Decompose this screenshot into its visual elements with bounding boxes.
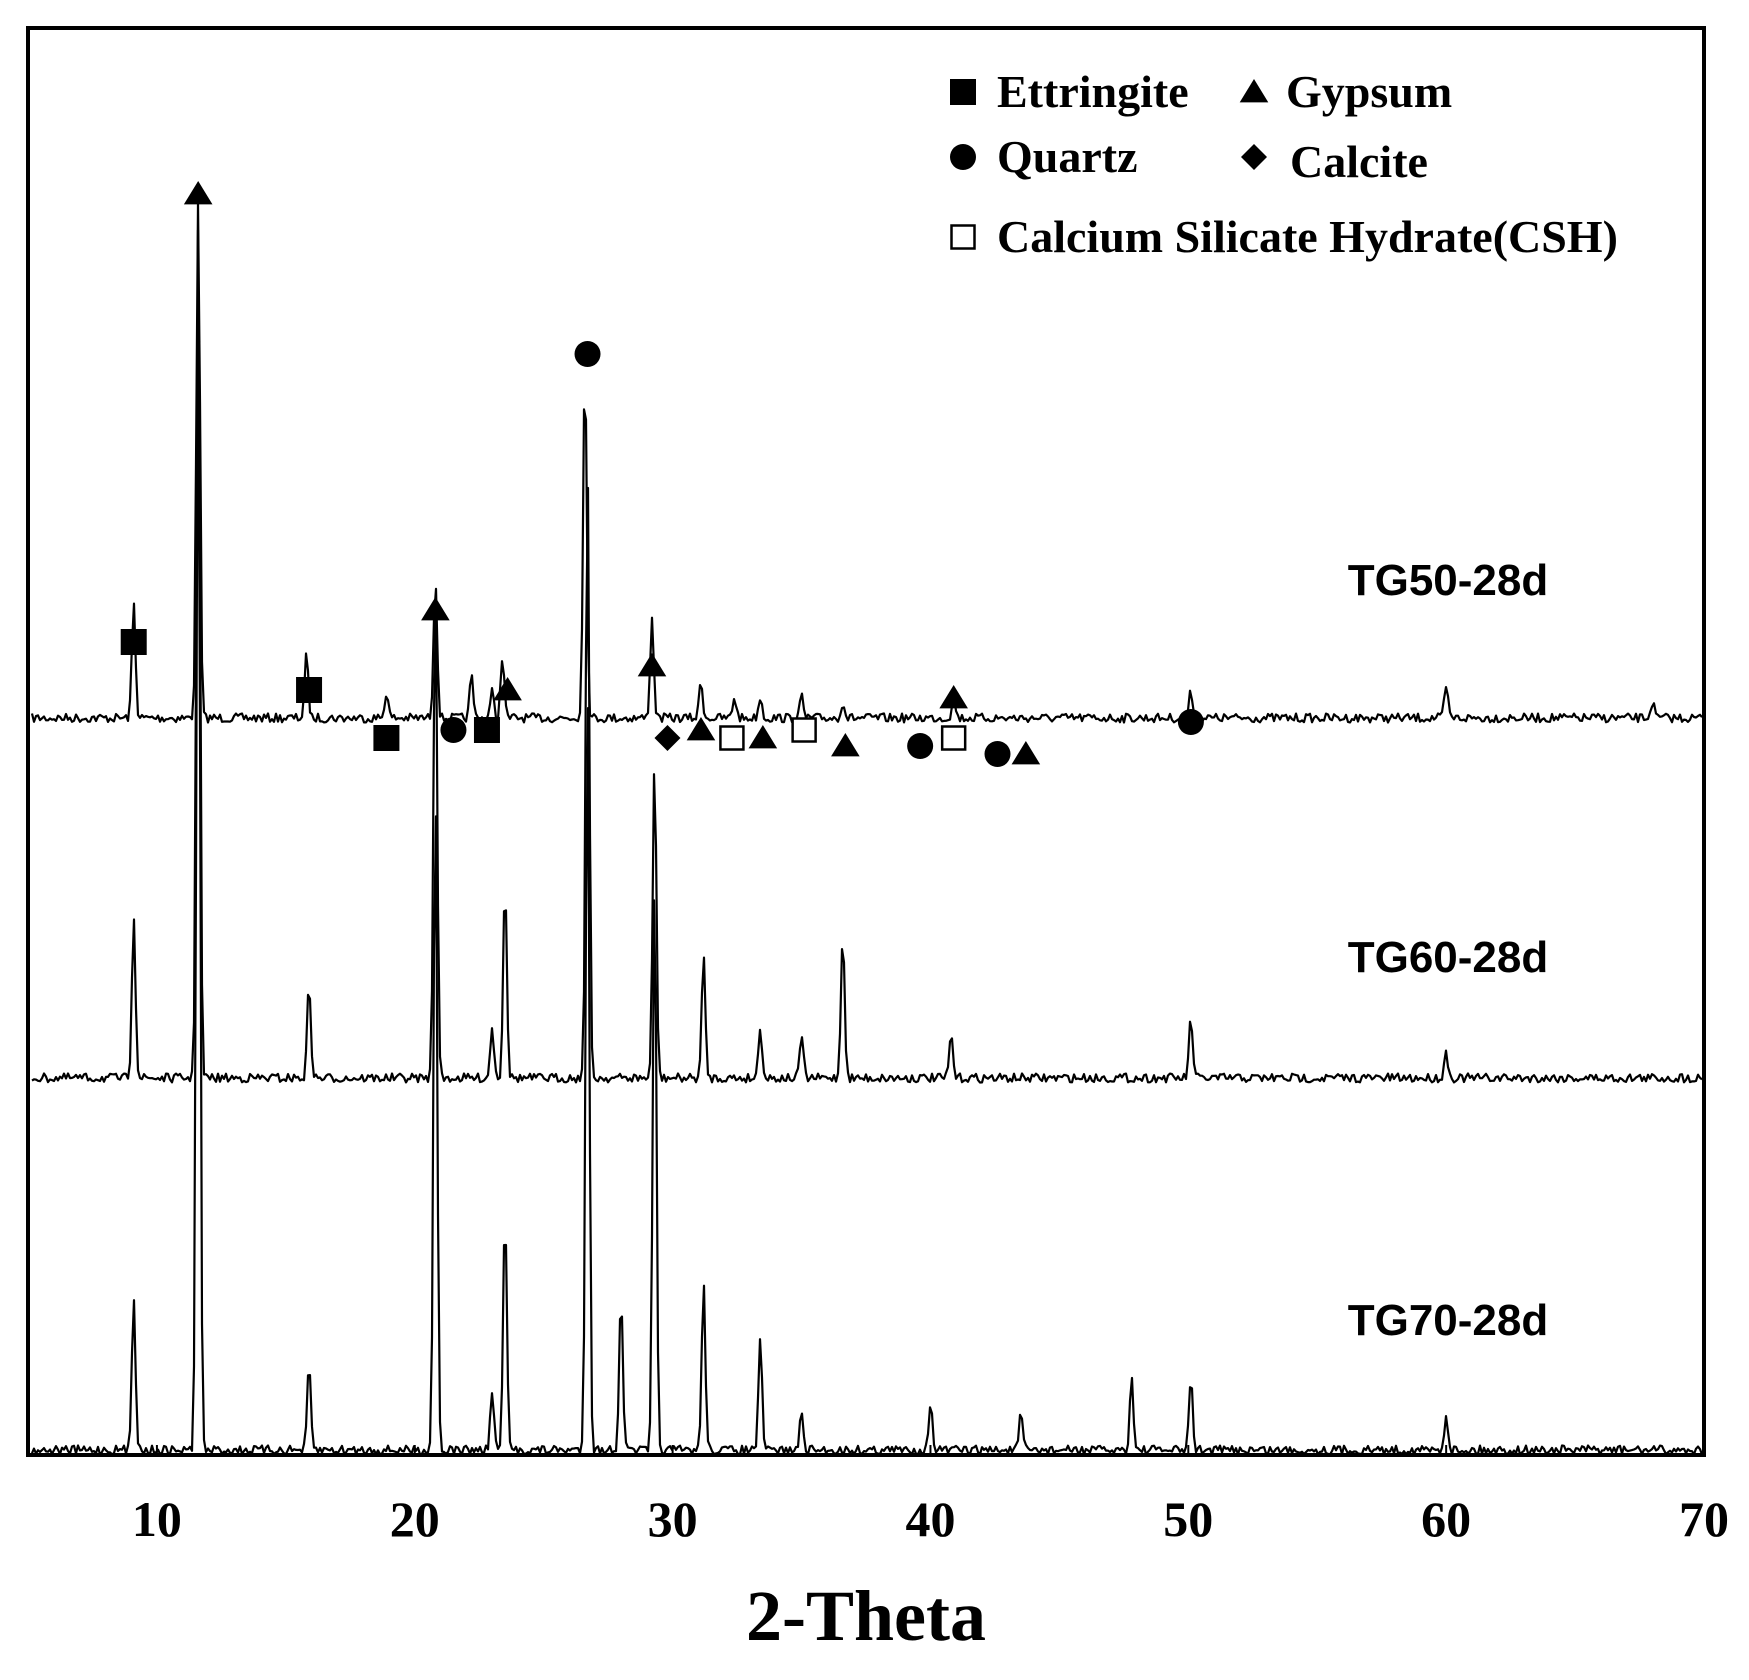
series-trace-TG60-28d: [31, 229, 1703, 1084]
plot-area-frame: [26, 26, 1706, 1457]
series-label-TG70-28d: TG70-28d: [1348, 1296, 1549, 1345]
series-label-TG60-28d: TG60-28d: [1348, 933, 1549, 982]
phase-marker-filled-circle-6: [440, 717, 467, 743]
phase-marker-filled-triangle-0: [183, 181, 213, 205]
phase-marker-open-square-17: [940, 725, 967, 751]
phase-markers-group: [120, 181, 1204, 767]
phase-marker-filled-square-7: [473, 717, 500, 743]
legend-marker-filled-diamond: [1241, 144, 1267, 170]
x-tick-label-50: 50: [1163, 1491, 1213, 1547]
traces-group: [30, 202, 1704, 1456]
legend-label-3: Calcite: [1290, 136, 1428, 187]
legend: Ettringite Gypsum Quartz Calcite Calcium Sil…: [950, 66, 1618, 262]
x-tick-label-30: 30: [648, 1491, 698, 1547]
phase-marker-filled-circle-19: [984, 741, 1011, 767]
legend-label-2: Quartz: [997, 131, 1138, 182]
phase-marker-filled-triangle-11: [686, 717, 716, 741]
phase-marker-filled-circle-16: [907, 733, 934, 759]
phase-marker-filled-triangle-20: [1011, 741, 1041, 765]
x-tick-label-60: 60: [1421, 1491, 1471, 1547]
phase-marker-filled-square-3: [296, 677, 323, 703]
series-trace-TG70-28d: [30, 251, 1704, 1456]
legend-label-4: Calcium Silicate Hydrate(CSH): [997, 211, 1618, 262]
phase-marker-filled-square-2: [120, 629, 147, 655]
phase-marker-open-square-12: [719, 725, 745, 751]
series-label-TG50-28d: TG50-28d: [1348, 556, 1549, 605]
phase-marker-filled-triangle-5: [421, 597, 450, 621]
phase-marker-filled-triangle-15: [831, 733, 860, 757]
phase-marker-filled-triangle-8: [493, 677, 522, 701]
x-ticks-group: 10 20 30 40 50 60 70: [132, 1445, 1729, 1547]
legend-label-1: Gypsum: [1286, 66, 1452, 117]
x-axis-title: 2-Theta: [746, 1576, 986, 1656]
phase-marker-filled-diamond-10: [654, 725, 681, 751]
x-tick-label-10: 10: [132, 1491, 182, 1547]
x-tick-label-20: 20: [390, 1491, 440, 1547]
series-labels-group: TG50-28d TG60-28d TG70-28d: [1348, 556, 1549, 1345]
x-tick-label-70: 70: [1679, 1491, 1729, 1547]
phase-marker-filled-triangle-13: [748, 725, 778, 749]
legend-marker-filled-circle: [950, 144, 976, 170]
phase-marker-filled-circle-21: [1177, 709, 1204, 735]
legend-marker-filled-square: [950, 79, 976, 105]
x-tick-label-40: 40: [905, 1491, 955, 1547]
phase-marker-filled-circle-1: [574, 341, 601, 367]
phase-marker-open-square-14: [791, 717, 817, 743]
legend-marker-filled-triangle: [1239, 79, 1269, 103]
legend-label-0: Ettringite: [997, 66, 1189, 117]
phase-marker-filled-triangle-9: [637, 653, 667, 677]
legend-marker-open-square: [950, 224, 976, 250]
series-trace-TG50-28d: [30, 202, 1703, 724]
phase-marker-filled-square-4: [373, 725, 400, 751]
phase-marker-filled-triangle-18: [939, 685, 968, 709]
